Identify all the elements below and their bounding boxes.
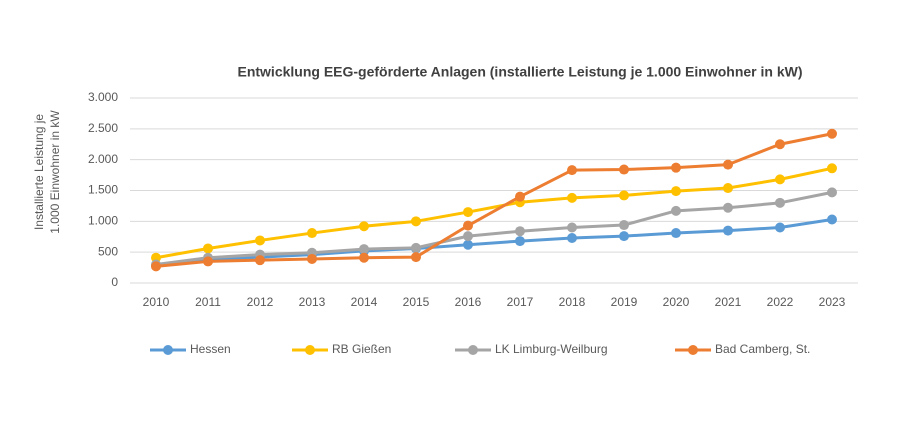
data-point <box>567 222 577 233</box>
x-tick-label: 2021 <box>715 295 742 309</box>
y-tick-label: 1.000 <box>88 214 118 228</box>
x-tick-label: 2017 <box>507 295 534 309</box>
x-tick-label: 2022 <box>767 295 794 309</box>
data-point <box>775 197 785 208</box>
data-point <box>775 174 785 185</box>
y-tick-label: 1.500 <box>88 183 118 197</box>
data-point <box>827 187 837 198</box>
data-point <box>515 236 525 247</box>
data-point <box>619 220 629 231</box>
data-point <box>463 207 473 218</box>
data-point <box>671 205 681 216</box>
legend-label: Hessen <box>190 342 231 356</box>
data-point <box>723 183 733 194</box>
x-tick-label: 2010 <box>143 295 170 309</box>
x-tick-label: 2016 <box>455 295 482 309</box>
data-point <box>411 216 421 227</box>
data-point <box>411 252 421 263</box>
x-tick-label: 2019 <box>611 295 638 309</box>
data-point <box>411 242 421 253</box>
data-point <box>463 239 473 250</box>
data-point <box>827 128 837 139</box>
series-line <box>155 166 833 260</box>
y-axis-label: Installierte Leistung je 1.000 Einwohner… <box>32 110 62 234</box>
legend-marker <box>163 345 173 355</box>
legend-label: RB Gießen <box>332 342 391 356</box>
legend-label: Bad Camberg, St. <box>715 342 810 356</box>
data-point <box>151 261 161 272</box>
data-point <box>359 244 369 255</box>
x-tick-label: 2020 <box>663 295 690 309</box>
data-point <box>307 228 317 239</box>
data-point <box>515 226 525 237</box>
series-line <box>155 190 833 266</box>
y-tick-label: 0 <box>111 275 118 289</box>
series-line <box>155 218 833 268</box>
x-tick-label: 2018 <box>559 295 586 309</box>
data-point <box>827 214 837 225</box>
chart-title: Entwicklung EEG-geförderte Anlagen (inst… <box>237 64 802 80</box>
data-point <box>827 163 837 174</box>
legend-marker <box>305 345 315 355</box>
x-tick-label: 2011 <box>195 295 221 309</box>
x-tick-label: 2013 <box>299 295 326 309</box>
data-point <box>671 228 681 239</box>
data-point <box>515 191 525 202</box>
x-tick-label: 2014 <box>351 295 378 309</box>
data-point <box>619 231 629 242</box>
y-axis-label-line: 1.000 Einwohner in kW <box>48 110 62 234</box>
data-point <box>619 190 629 201</box>
y-tick-label: 3.000 <box>88 90 118 104</box>
data-point <box>671 162 681 173</box>
data-point <box>775 222 785 233</box>
y-axis-label-line: Installierte Leistung je <box>32 114 46 230</box>
y-tick-label: 2.500 <box>88 121 118 135</box>
data-point <box>255 255 265 266</box>
data-point <box>463 220 473 231</box>
data-point <box>567 192 577 203</box>
data-point <box>203 243 213 254</box>
y-tick-label: 2.000 <box>88 152 118 166</box>
data-point <box>203 256 213 267</box>
data-point <box>359 221 369 232</box>
legend-label: LK Limburg-Weilburg <box>495 342 608 356</box>
data-point <box>567 165 577 176</box>
data-point <box>307 253 317 264</box>
data-point <box>723 225 733 236</box>
legend-marker <box>688 345 698 355</box>
data-point <box>723 202 733 213</box>
legend-marker <box>468 345 478 355</box>
data-point <box>775 139 785 150</box>
data-point <box>619 164 629 175</box>
series-line <box>155 132 833 268</box>
data-point <box>463 231 473 242</box>
data-point <box>567 232 577 243</box>
data-point <box>359 252 369 263</box>
data-point <box>723 159 733 170</box>
x-tick-label: 2015 <box>403 295 430 309</box>
x-tick-label: 2012 <box>247 295 274 309</box>
data-point <box>255 235 265 246</box>
data-point <box>671 186 681 197</box>
x-tick-label: 2023 <box>819 295 846 309</box>
y-tick-label: 500 <box>98 244 118 258</box>
